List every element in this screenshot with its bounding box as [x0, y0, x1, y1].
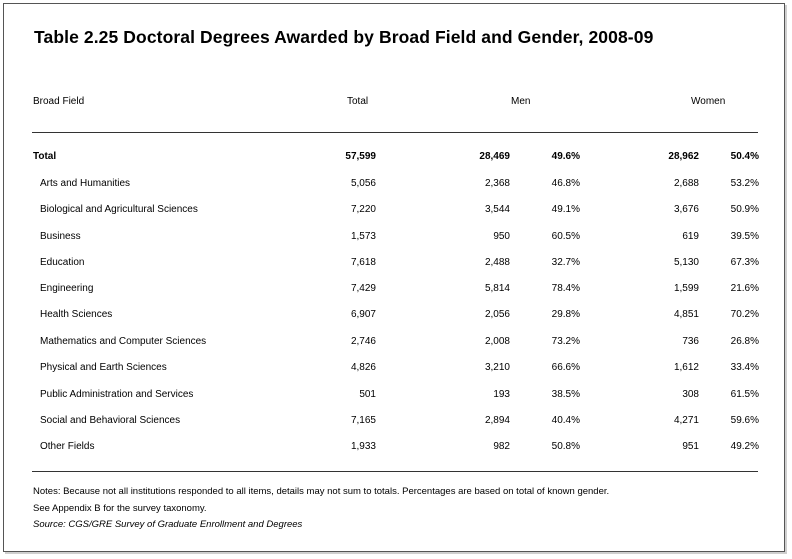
table-row: Education 7,618 2,488 32.7% 5,130 67.3%	[0, 257, 792, 271]
cell-men-percent: 78.4%	[551, 283, 580, 294]
cell-men-count: 3,210	[484, 362, 510, 373]
cell-field: Biological and Agricultural Sciences	[40, 204, 198, 215]
cell-women-count: 2,688	[673, 178, 699, 189]
cell-total: 4,826	[350, 362, 376, 373]
cell-field: Physical and Earth Sciences	[40, 362, 167, 373]
cell-women-count: 951	[682, 441, 699, 452]
footer-rule	[32, 471, 758, 472]
cell-women-percent: 70.2%	[730, 309, 759, 320]
cell-women-count: 308	[682, 389, 699, 400]
cell-women-percent: 50.9%	[730, 204, 759, 215]
cell-men-count: 193	[493, 389, 510, 400]
cell-men-count: 5,814	[484, 283, 510, 294]
header-women: Women	[691, 96, 726, 107]
cell-field: Engineering	[40, 283, 94, 294]
cell-total: 7,165	[350, 415, 376, 426]
cell-women-percent: 39.5%	[730, 231, 759, 242]
cell-women-count: 4,271	[673, 415, 699, 426]
cell-women-count: 736	[682, 336, 699, 347]
cell-women-count: 4,851	[673, 309, 699, 320]
notes-line: Notes: Because not all institutions resp…	[33, 486, 610, 497]
table-row: Other Fields 1,933 982 50.8% 951 49.2%	[0, 441, 792, 455]
cell-women-percent: 67.3%	[730, 257, 759, 268]
cell-total: 7,220	[350, 204, 376, 215]
cell-total: 1,933	[350, 441, 376, 452]
header-men: Men	[511, 96, 531, 107]
cell-men-percent: 60.5%	[551, 231, 580, 242]
header-broad-field: Broad Field	[33, 96, 85, 107]
cell-field: Total	[33, 151, 57, 162]
table-frame	[3, 3, 785, 552]
cell-men-percent: 32.7%	[551, 257, 580, 268]
cell-field: Education	[40, 257, 85, 268]
table-row: Mathematics and Computer Sciences 2,746 2,…	[0, 336, 792, 350]
cell-women-percent: 49.2%	[730, 441, 759, 452]
cell-women-count: 619	[682, 231, 699, 242]
cell-men-percent: 66.6%	[551, 362, 580, 373]
cell-men-count: 2,894	[484, 415, 510, 426]
cell-men-percent: 38.5%	[551, 389, 580, 400]
header-rule	[32, 132, 758, 133]
cell-women-percent: 26.8%	[730, 336, 759, 347]
cell-women-count: 5,130	[673, 257, 699, 268]
table-row: Arts and Humanities 5,056 2,368 46.8% 2,688 5…	[0, 178, 792, 192]
cell-men-percent: 73.2%	[551, 336, 580, 347]
cell-women-percent: 53.2%	[730, 178, 759, 189]
table-title: Table 2.25 Doctoral Degrees Awarded by B…	[34, 27, 654, 47]
cell-women-count: 3,676	[673, 204, 699, 215]
cell-field: Arts and Humanities	[40, 178, 131, 189]
cell-women-percent: 61.5%	[730, 389, 759, 400]
cell-women-count: 28,962	[668, 151, 699, 162]
table-row: Public Administration and Services 501 193…	[0, 389, 792, 403]
cell-men-percent: 49.1%	[551, 204, 580, 215]
cell-field: Mathematics and Computer Sciences	[40, 336, 207, 347]
cell-men-count: 2,056	[484, 309, 510, 320]
header-total: Total	[347, 96, 369, 107]
cell-men-percent: 46.8%	[551, 178, 580, 189]
cell-men-count: 950	[493, 231, 510, 242]
cell-women-percent: 59.6%	[730, 415, 759, 426]
cell-men-percent: 49.6%	[551, 151, 580, 162]
cell-women-percent: 21.6%	[730, 283, 759, 294]
cell-total: 7,429	[350, 283, 376, 294]
cell-men-count: 2,488	[484, 257, 510, 268]
table-row-total: Total 57,599 28,469 49.6% 28,962 50.4%	[0, 151, 792, 165]
cell-total: 7,618	[350, 257, 376, 268]
cell-women-percent: 50.4%	[730, 151, 759, 162]
cell-women-percent: 33.4%	[730, 362, 759, 373]
cell-total: 6,907	[350, 309, 376, 320]
taxonomy-note: See Appendix B for the survey taxonomy.	[33, 503, 207, 514]
cell-total: 2,746	[350, 336, 376, 347]
cell-men-count: 2,368	[484, 178, 510, 189]
cell-total: 5,056	[350, 178, 376, 189]
cell-men-count: 3,544	[484, 204, 510, 215]
cell-men-percent: 29.8%	[551, 309, 580, 320]
cell-men-percent: 50.8%	[551, 441, 580, 452]
table-row: Engineering 7,429 5,814 78.4% 1,599 21.6%	[0, 283, 792, 297]
cell-field: Social and Behavioral Sciences	[40, 415, 181, 426]
source-note: Source: CGS/GRE Survey of Graduate Enrol…	[33, 519, 303, 530]
cell-men-count: 28,469	[479, 151, 510, 162]
table-row: Social and Behavioral Sciences 7,165 2,894…	[0, 415, 792, 429]
cell-men-percent: 40.4%	[551, 415, 580, 426]
table-row: Business 1,573 950 60.5% 619 39.5%	[0, 231, 792, 245]
cell-men-count: 2,008	[484, 336, 510, 347]
table-row: Physical and Earth Sciences 4,826 3,210 66.…	[0, 362, 792, 376]
table-row: Biological and Agricultural Sciences 7,22…	[0, 204, 792, 218]
cell-total: 57,599	[345, 151, 376, 162]
cell-total: 501	[359, 389, 376, 400]
cell-field: Other Fields	[40, 441, 95, 452]
table-row: Health Sciences 6,907 2,056 29.8% 4,851 70.2%	[0, 309, 792, 323]
cell-field: Health Sciences	[40, 309, 113, 320]
cell-men-count: 982	[493, 441, 510, 452]
cell-women-count: 1,599	[673, 283, 699, 294]
cell-women-count: 1,612	[673, 362, 699, 373]
cell-total: 1,573	[350, 231, 376, 242]
cell-field: Business	[40, 231, 81, 242]
cell-field: Public Administration and Services	[40, 389, 194, 400]
